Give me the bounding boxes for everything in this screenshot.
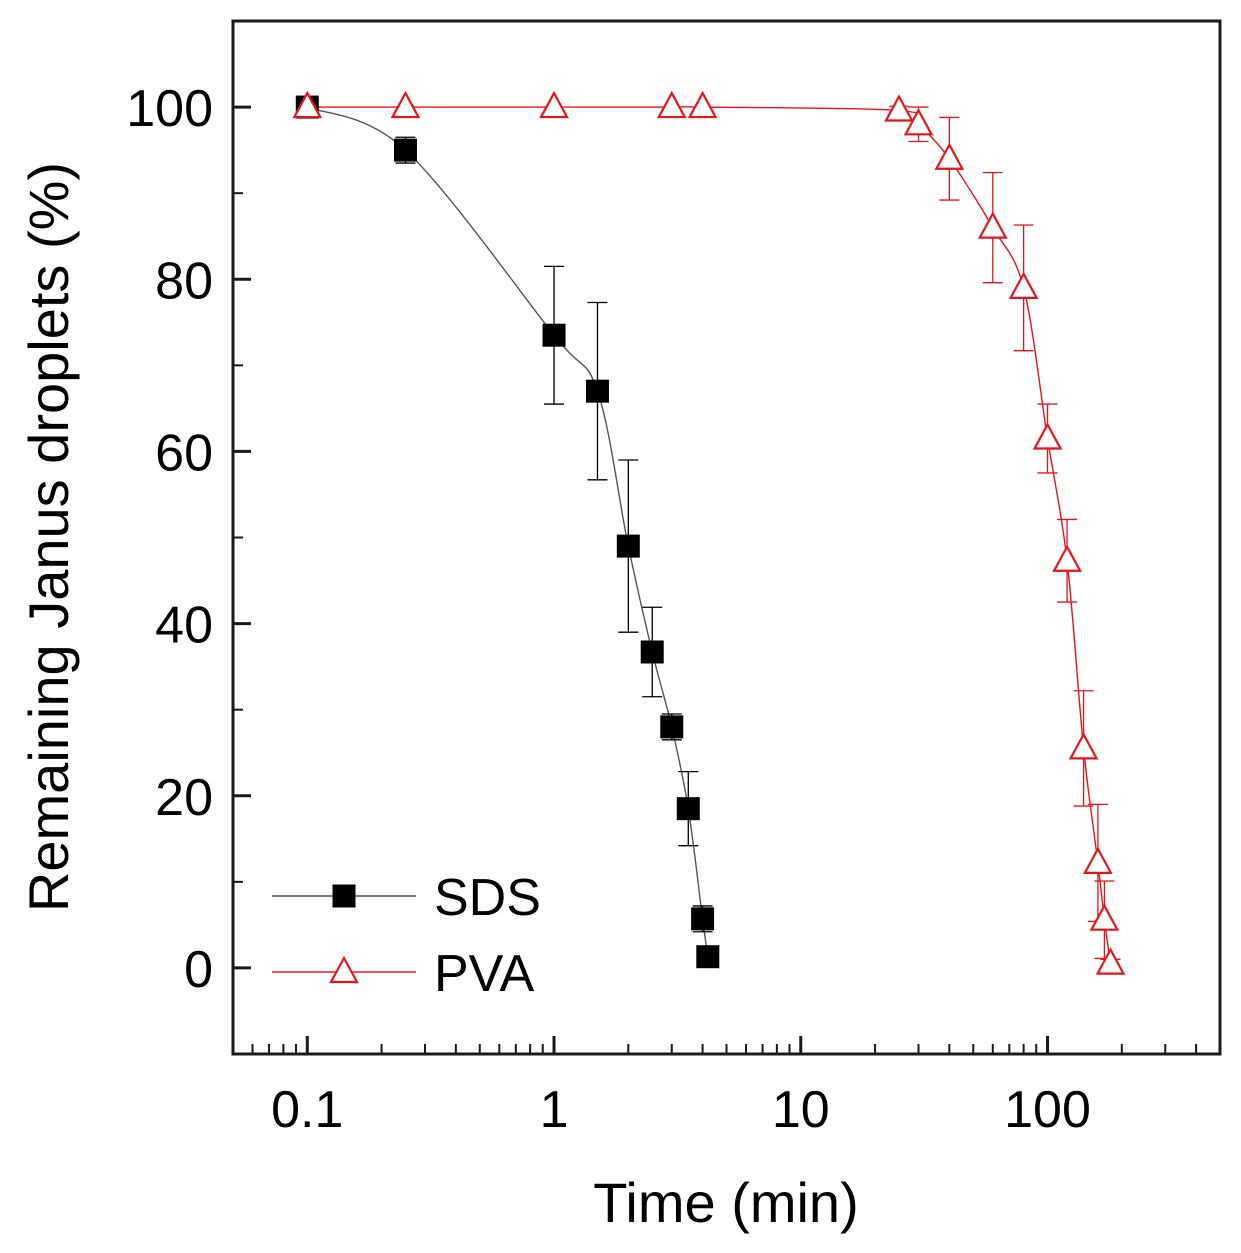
- y-tick-label: 80: [155, 252, 213, 310]
- pva-point: [1052, 544, 1082, 572]
- error-bars: [395, 105, 1121, 969]
- y-tick-label: 40: [155, 597, 213, 655]
- sds-point: [676, 797, 700, 821]
- x-tick-label: 1: [540, 1081, 569, 1139]
- y-tick-label: 20: [155, 769, 213, 827]
- legend-label-sds: SDS: [434, 869, 541, 927]
- pva-point: [1083, 846, 1113, 874]
- legend-label-pva: PVA: [434, 945, 535, 1003]
- sds-point: [542, 323, 566, 347]
- data-markers: [292, 90, 1126, 975]
- sds-point: [585, 379, 609, 403]
- plot-frame: [231, 19, 1222, 1056]
- sds-point: [640, 640, 664, 664]
- pva-point: [292, 90, 323, 119]
- axis-major-ticks: [233, 105, 1050, 1054]
- pva-point: [903, 107, 934, 136]
- tick-labels: 0.1 1 10 100 0 20 40 60 80 100: [126, 80, 1091, 1139]
- y-axis-title: Remaining Janus droplets (%): [17, 162, 80, 912]
- sds-point: [393, 138, 417, 162]
- pva-point: [1089, 903, 1120, 931]
- pva-point: [977, 211, 1008, 239]
- sds-point: [691, 907, 715, 931]
- x-tick-label: 0.1: [271, 1081, 343, 1139]
- pva-point: [687, 90, 718, 119]
- pva-point: [934, 142, 965, 170]
- y-tick-label: 100: [126, 80, 213, 138]
- y-tick-label: 60: [155, 424, 213, 482]
- pva-point: [656, 90, 687, 119]
- legend: SDS PVA: [272, 869, 541, 1003]
- pva-point: [884, 94, 914, 122]
- sds-point: [616, 534, 640, 558]
- pva-point: [1095, 947, 1126, 975]
- x-tick-label: 100: [1004, 1081, 1091, 1139]
- pva-point: [1032, 422, 1063, 450]
- x-axis-title: Time (min): [593, 1171, 858, 1234]
- pva-point: [390, 90, 421, 119]
- x-tick-label: 10: [772, 1081, 830, 1139]
- legend-marker-sds: [332, 884, 356, 908]
- x-minor-ticks: [233, 20, 1198, 1055]
- y-tick-label: 0: [184, 941, 213, 999]
- sds-point: [696, 945, 720, 969]
- pva-point: [1068, 732, 1099, 760]
- sds-point: [660, 715, 684, 739]
- pva-point: [539, 90, 569, 119]
- sds-fit-line: [306, 106, 709, 957]
- pva-point: [1008, 271, 1039, 299]
- legend-marker-pva: [329, 955, 359, 984]
